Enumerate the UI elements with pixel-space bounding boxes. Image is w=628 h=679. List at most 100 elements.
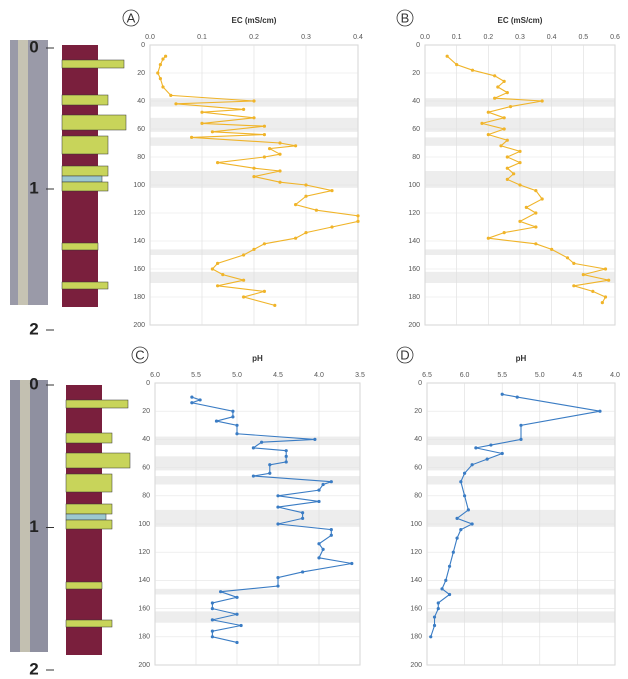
y-tick-label: 100 xyxy=(133,182,145,189)
y-tick-label: 200 xyxy=(408,322,420,329)
y-tick-label: 180 xyxy=(133,294,145,301)
y-tick-label: 200 xyxy=(410,662,422,669)
layer xyxy=(66,453,130,468)
data-point xyxy=(601,301,604,304)
data-point xyxy=(268,472,271,475)
data-point xyxy=(455,63,458,66)
data-point xyxy=(604,295,607,298)
correlation-band xyxy=(427,456,615,470)
y-tick-label: 120 xyxy=(410,549,422,556)
y-tick-label: 40 xyxy=(137,98,145,105)
y-tick-label: 100 xyxy=(410,521,422,528)
data-point xyxy=(541,197,544,200)
data-point xyxy=(252,474,255,477)
correlation-band xyxy=(427,476,615,484)
x-tick-label: 0.2 xyxy=(249,34,259,41)
data-point xyxy=(534,225,537,228)
data-point xyxy=(455,517,458,520)
data-point xyxy=(459,480,462,483)
x-tick-label: 5.0 xyxy=(535,372,545,379)
data-point xyxy=(518,220,521,223)
data-point xyxy=(235,641,238,644)
data-point xyxy=(156,71,159,74)
y-tick-label: 140 xyxy=(133,238,145,245)
correlation-band xyxy=(427,611,615,622)
data-point xyxy=(330,480,333,483)
data-point xyxy=(518,150,521,153)
y-tick-label: 120 xyxy=(133,210,145,217)
data-point xyxy=(268,147,271,150)
data-point xyxy=(263,133,266,136)
data-point xyxy=(252,99,255,102)
x-tick-label: 4.0 xyxy=(314,372,324,379)
data-point xyxy=(506,167,509,170)
data-point xyxy=(474,446,477,449)
data-point xyxy=(471,522,474,525)
data-point xyxy=(263,155,266,158)
data-point xyxy=(174,102,177,105)
y-tick-label: 0 xyxy=(418,380,422,387)
data-point xyxy=(503,127,506,130)
y-tick-label: 20 xyxy=(414,408,422,415)
data-point xyxy=(506,155,509,158)
data-point xyxy=(161,85,164,88)
x-tick-label: 0.3 xyxy=(515,34,525,41)
data-point xyxy=(278,153,281,156)
layer xyxy=(66,474,112,492)
x-tick-label: 6.5 xyxy=(422,372,432,379)
data-point xyxy=(534,189,537,192)
data-point xyxy=(294,144,297,147)
panel-label: A xyxy=(127,10,136,25)
y-tick-label: 80 xyxy=(137,154,145,161)
data-point xyxy=(242,295,245,298)
x-tick-label: 4.0 xyxy=(610,372,620,379)
x-tick-label: 0.1 xyxy=(197,34,207,41)
layer xyxy=(62,282,108,289)
data-point xyxy=(200,111,203,114)
data-point xyxy=(350,562,353,565)
x-tick-label: 0.3 xyxy=(301,34,311,41)
y-tick-label: 180 xyxy=(408,294,420,301)
layer xyxy=(62,115,126,130)
data-point xyxy=(471,69,474,72)
data-point xyxy=(317,500,320,503)
correlation-band xyxy=(155,456,360,470)
data-point xyxy=(506,139,509,142)
data-point xyxy=(190,136,193,139)
data-point xyxy=(211,618,214,621)
axis-title: pH xyxy=(516,354,527,363)
core-depth-label: 1 xyxy=(29,517,38,536)
data-point xyxy=(304,183,307,186)
data-point xyxy=(231,415,234,418)
data-point xyxy=(190,401,193,404)
data-point xyxy=(486,458,489,461)
data-point xyxy=(455,537,458,540)
y-tick-label: 60 xyxy=(414,464,422,471)
layer xyxy=(62,60,124,68)
data-point xyxy=(304,231,307,234)
y-tick-label: 60 xyxy=(137,126,145,133)
y-tick-label: 180 xyxy=(410,634,422,641)
data-point xyxy=(480,122,483,125)
layer xyxy=(62,136,108,154)
data-point xyxy=(503,231,506,234)
data-point xyxy=(276,494,279,497)
y-tick-label: 120 xyxy=(138,549,150,556)
data-point xyxy=(509,105,512,108)
core-2 xyxy=(10,380,130,655)
data-point xyxy=(448,593,451,596)
data-point xyxy=(211,607,214,610)
x-tick-label: 4.5 xyxy=(573,372,583,379)
data-point xyxy=(534,211,537,214)
data-point xyxy=(263,125,266,128)
data-point xyxy=(525,206,528,209)
data-point xyxy=(211,601,214,604)
panel-label: D xyxy=(400,347,409,362)
data-point xyxy=(242,108,245,111)
y-tick-label: 0 xyxy=(141,42,145,49)
data-point xyxy=(566,256,569,259)
layer xyxy=(66,620,112,627)
core-1 xyxy=(10,40,126,307)
y-tick-label: 140 xyxy=(408,238,420,245)
data-point xyxy=(268,463,271,466)
